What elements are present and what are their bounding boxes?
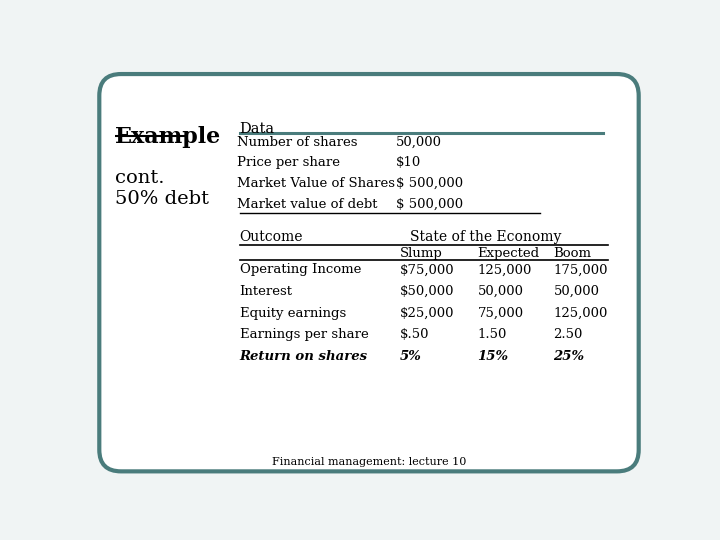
Text: $75,000: $75,000 (400, 264, 454, 276)
Text: Expected: Expected (477, 247, 539, 260)
Text: $10: $10 (396, 157, 421, 170)
Text: $25,000: $25,000 (400, 307, 454, 320)
Text: Price per share: Price per share (238, 157, 341, 170)
Text: Return on shares: Return on shares (240, 350, 368, 363)
Text: Data: Data (240, 122, 275, 136)
Text: 25%: 25% (554, 350, 585, 363)
Text: Slump: Slump (400, 247, 443, 260)
Text: $.50: $.50 (400, 328, 430, 341)
Text: Example: Example (114, 126, 221, 149)
Text: Market Value of Shares: Market Value of Shares (238, 177, 395, 190)
Text: 2.50: 2.50 (554, 328, 582, 341)
Text: 5%: 5% (400, 350, 422, 363)
Text: 125,000: 125,000 (554, 307, 608, 320)
Text: $ 500,000: $ 500,000 (396, 177, 463, 190)
Text: 15%: 15% (477, 350, 508, 363)
Text: Interest: Interest (240, 285, 292, 298)
Text: Equity earnings: Equity earnings (240, 307, 346, 320)
Text: $ 500,000: $ 500,000 (396, 198, 463, 211)
Text: cont.: cont. (114, 168, 164, 187)
Text: Financial management: lecture 10: Financial management: lecture 10 (272, 457, 466, 467)
Text: Earnings per share: Earnings per share (240, 328, 369, 341)
Text: 175,000: 175,000 (554, 264, 608, 276)
Text: Operating Income: Operating Income (240, 264, 361, 276)
Text: 75,000: 75,000 (477, 307, 523, 320)
Text: 1.50: 1.50 (477, 328, 507, 341)
Text: Boom: Boom (554, 247, 591, 260)
Text: $50,000: $50,000 (400, 285, 454, 298)
Text: 50,000: 50,000 (396, 136, 442, 148)
Text: Market value of debt: Market value of debt (238, 198, 378, 211)
Text: 50% debt: 50% debt (114, 190, 209, 207)
Text: State of the Economy: State of the Economy (410, 230, 561, 244)
Text: 50,000: 50,000 (477, 285, 523, 298)
Text: 50,000: 50,000 (554, 285, 600, 298)
FancyBboxPatch shape (99, 74, 639, 471)
Text: 125,000: 125,000 (477, 264, 532, 276)
Text: Number of shares: Number of shares (238, 136, 358, 148)
Text: Outcome: Outcome (240, 230, 303, 244)
